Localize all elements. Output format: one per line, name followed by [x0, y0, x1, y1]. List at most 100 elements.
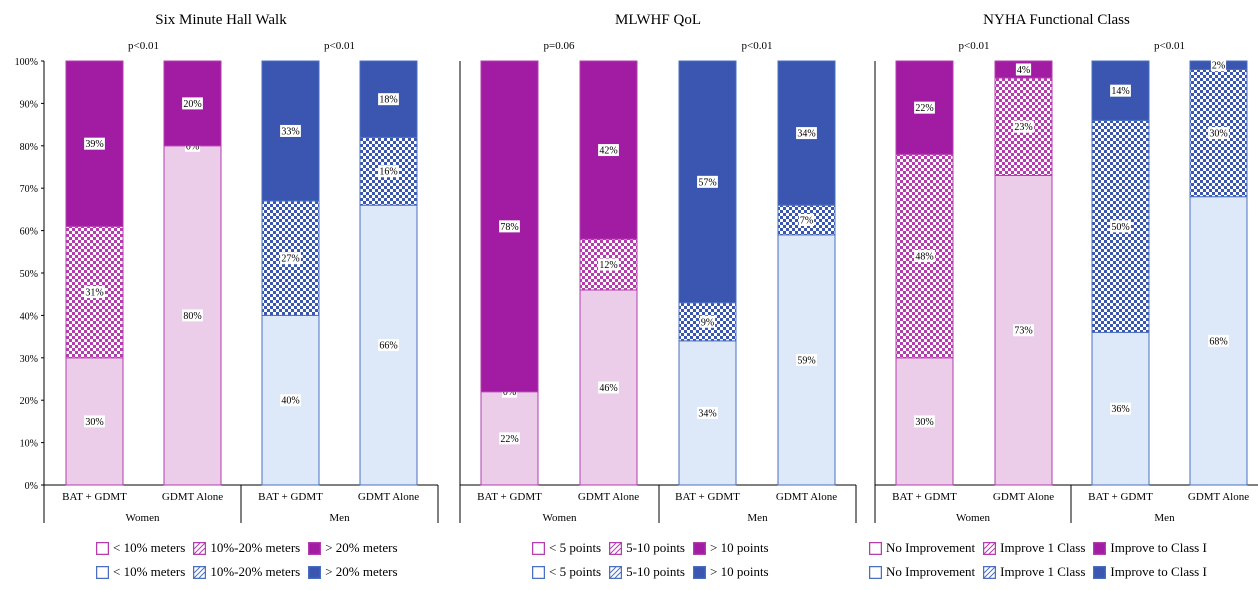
data-label-bg [378, 93, 399, 106]
bar-segment [895, 60, 954, 155]
bar-segment [895, 357, 954, 486]
data-label: 59% [796, 353, 817, 366]
data-label-text: 9% [701, 317, 714, 328]
data-label: 12% [598, 258, 619, 271]
data-label: 31% [84, 286, 105, 299]
data-label-text: 0% [503, 387, 516, 398]
bar-segment [1091, 331, 1150, 486]
legend-label: > 10 points [710, 564, 769, 579]
data-label-text: 59% [797, 355, 815, 366]
legend-swatch [308, 565, 322, 579]
chart-title: MLWHF QoL [615, 12, 701, 28]
p-value-label: p<0.01 [742, 40, 773, 52]
data-label-text: 34% [797, 129, 815, 140]
x-category-label: BAT + GDMT [1088, 491, 1153, 503]
legend-swatch [1093, 541, 1107, 555]
data-label: 22% [499, 432, 520, 445]
y-tick-label: 40% [20, 311, 38, 322]
legend-item-women: < 5 points [532, 540, 601, 556]
data-label-text: 30% [1209, 129, 1227, 140]
legend-label: < 10% meters [113, 540, 186, 555]
legend-swatch [193, 565, 207, 579]
data-label-bg [796, 127, 817, 140]
data-label-text: 78% [500, 222, 518, 233]
data-label-bg [1110, 220, 1131, 233]
data-label-bg [598, 381, 619, 394]
data-label-bg [914, 101, 935, 114]
data-label-text: 80% [183, 311, 201, 322]
legend-label: > 20% meters [325, 540, 398, 555]
legend-label: > 10 points [710, 540, 769, 555]
legend-nyha-functional-class: No Improvement Improve 1 Class Improve to … [869, 540, 1207, 580]
legend-swatch [609, 541, 623, 555]
legend-item-men: > 20% meters [308, 564, 398, 580]
legend-item-men: < 5 points [532, 564, 601, 580]
p-value-label: p<0.01 [128, 40, 159, 52]
data-label-text: 30% [85, 417, 103, 428]
data-label-bg [1013, 324, 1034, 337]
data-label-bg [182, 309, 203, 322]
data-label: 42% [598, 144, 619, 157]
legend-item-women: No Improvement [869, 540, 975, 556]
data-label-bg [697, 406, 718, 419]
group-label: Men [1154, 512, 1175, 524]
group-label: Men [329, 512, 350, 524]
legend-swatch [983, 565, 997, 579]
legend-swatch [693, 565, 706, 579]
x-category-label: BAT + GDMT [892, 491, 957, 503]
data-label-bg [699, 315, 716, 328]
data-label: 23% [1013, 120, 1034, 133]
chart-panel-0: Six Minute Hall Walk 0% 10% 20% 30% 40% 50% 60%… [15, 12, 439, 524]
data-label-text: 46% [599, 383, 617, 394]
data-label-bg [1110, 402, 1131, 415]
legend-label: Improve to Class I [1110, 564, 1207, 579]
data-label: 68% [1208, 334, 1229, 347]
data-label-bg [280, 124, 301, 137]
data-label-text: 0% [186, 141, 199, 152]
legend-swatch [869, 541, 882, 555]
group-label: Women [956, 512, 990, 524]
y-tick-label: 70% [20, 184, 38, 195]
p-value-label: p<0.01 [959, 40, 990, 52]
data-label-text: 66% [379, 341, 397, 352]
data-label: 27% [280, 252, 301, 265]
data-label-bg [598, 258, 619, 271]
data-label: 30% [84, 415, 105, 428]
data-label-text: 16% [379, 167, 397, 178]
data-label: 30% [914, 415, 935, 428]
legend-label: > 20% meters [325, 564, 398, 579]
data-label-bg [798, 214, 815, 226]
group-label: Men [747, 512, 768, 524]
x-category-label: BAT + GDMT [477, 491, 542, 503]
data-label-text: 22% [915, 103, 933, 114]
x-category-label: GDMT Alone [358, 491, 419, 503]
data-label-text: 31% [85, 288, 103, 299]
legend-swatch [532, 565, 545, 579]
data-label-text: 33% [281, 126, 299, 137]
legend-swatch [96, 541, 109, 555]
data-label: 30% [1208, 127, 1229, 140]
legend-label: 5-10 points [626, 564, 685, 579]
data-label-bg [499, 220, 520, 233]
y-tick-label: 20% [20, 396, 38, 407]
data-label: 9% [699, 315, 716, 328]
data-label-text: 30% [915, 417, 933, 428]
data-label: 36% [1110, 402, 1131, 415]
data-label: 40% [280, 394, 301, 407]
legend-swatch [193, 541, 207, 555]
legend-swatch [1093, 565, 1107, 579]
data-label-bg [182, 97, 203, 110]
data-label-bg [1110, 84, 1131, 97]
data-label: 50% [1110, 220, 1131, 233]
y-tick-label: 80% [20, 142, 38, 153]
data-label-text: 68% [1209, 336, 1227, 347]
data-label-text: 73% [1014, 326, 1032, 337]
p-value-label: p<0.01 [1154, 40, 1185, 52]
chart-title: Six Minute Hall Walk [155, 12, 287, 28]
y-tick-label: 10% [20, 439, 38, 450]
data-label-bg [84, 137, 105, 150]
data-label: 78% [499, 220, 520, 233]
data-label-bg [914, 415, 935, 428]
legend-label: No Improvement [886, 540, 976, 555]
